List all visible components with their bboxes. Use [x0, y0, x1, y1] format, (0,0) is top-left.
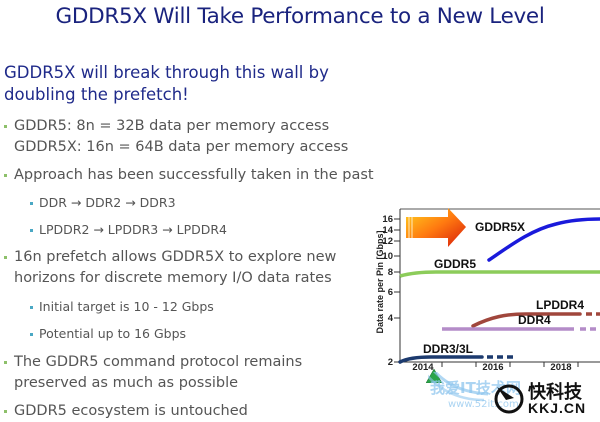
- svg-text:2016: 2016: [482, 362, 503, 370]
- svg-text:DDR3/3L: DDR3/3L: [423, 342, 473, 356]
- subbullet-text: DDR → DDR2 → DDR3: [39, 195, 176, 210]
- orange-arrow-icon: [406, 208, 466, 247]
- svg-text:2: 2: [388, 357, 393, 368]
- subbullet-text: LPDDR2 → LPDDR3 → LPDDR4: [39, 222, 228, 237]
- slide-title: GDDR5X Will Take Performance to a New Le…: [55, 4, 545, 29]
- bullet-marker: [4, 410, 7, 413]
- svg-text:12: 12: [382, 236, 393, 247]
- svg-text:16: 16: [382, 214, 393, 225]
- bullet-text: GDDR5: 8n = 32B data per memory access: [14, 118, 330, 134]
- headline: GDDR5X will break through this wall by d…: [4, 62, 329, 106]
- subbullet-marker: [30, 202, 33, 205]
- subbullet-marker: [30, 306, 33, 309]
- svg-text:14: 14: [382, 225, 393, 236]
- subbullet-text: Potential up to 16 Gbps: [39, 326, 187, 341]
- bullet-text: GDDR5X: 16n = 64B data per memory access: [14, 139, 349, 155]
- svg-text:8: 8: [388, 267, 393, 278]
- bullet-marker: [4, 256, 7, 259]
- headline-line-1: GDDR5X will break through this wall by: [4, 63, 329, 82]
- bullet-marker: [4, 125, 7, 128]
- svg-text:LPDDR4: LPDDR4: [536, 298, 584, 312]
- chart-plot: 16 14 12 10 8 6 4 2 2014 2016 2018: [382, 208, 600, 370]
- bullet-text: preserved as much as possible: [14, 375, 239, 391]
- bullet-marker: [4, 361, 7, 364]
- subbullet-marker: [30, 229, 33, 232]
- svg-text:GDDR5: GDDR5: [434, 257, 476, 271]
- kkj-logo-icon: [494, 384, 524, 414]
- y-ticks: [394, 218, 400, 363]
- svg-text:10: 10: [382, 251, 393, 262]
- x-tick-labels: 2014 2016 2018: [412, 362, 571, 370]
- brand-cn: 快科技: [528, 382, 582, 403]
- subbullet-marker: [30, 333, 33, 336]
- data-rate-chart: Data rate per Pin [Gbps] 16 14 1: [366, 205, 600, 370]
- subbullet-text: Initial target is 10 - 12 Gbps: [39, 299, 214, 314]
- svg-text:6: 6: [388, 287, 393, 298]
- bullet-text: horizons for discrete memory I/O data ra…: [14, 270, 332, 286]
- brand-en: KKJ.CN: [528, 400, 587, 416]
- watermark-site-url: www.52it.com: [448, 399, 519, 410]
- y-tick-labels: 16 14 12 10 8 6 4 2: [382, 214, 393, 368]
- watermark-wing-icon: [428, 372, 489, 402]
- bullet-text: GDDR5 ecosystem is untouched: [14, 403, 248, 419]
- bullet-text: Approach has been successfully taken in …: [14, 167, 374, 183]
- watermark: 我爱IT技术网 www.52it.com 快科技 KKJ.CN: [428, 372, 600, 421]
- bullet-text: The GDDR5 command protocol remains: [14, 354, 303, 370]
- svg-text:DDR4: DDR4: [518, 313, 551, 327]
- svg-text:4: 4: [388, 313, 394, 324]
- bullet-text: 16n prefetch allows GDDR5X to explore ne…: [14, 249, 337, 265]
- svg-text:2014: 2014: [412, 362, 434, 370]
- bullet-marker: [4, 174, 7, 177]
- headline-line-2: doubling the prefetch!: [4, 85, 189, 104]
- svg-text:GDDR5X: GDDR5X: [475, 220, 525, 234]
- svg-text:2018: 2018: [550, 362, 571, 370]
